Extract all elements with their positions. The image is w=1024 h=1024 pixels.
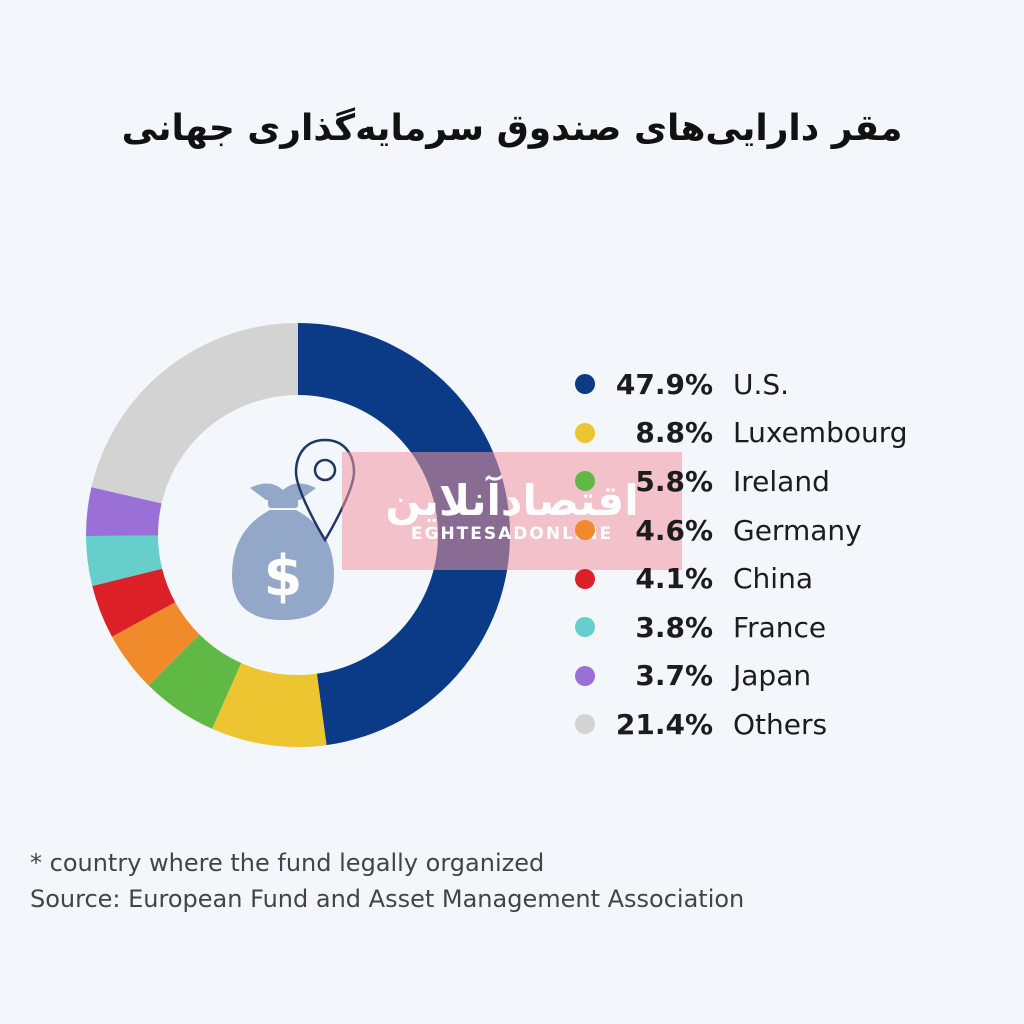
legend: 47.9% U.S. 8.8% Luxembourg 5.8% Ireland 4.6% Ge… (575, 360, 908, 749)
legend-dot (575, 471, 595, 492)
donut-slice-china (92, 568, 176, 637)
donut-slice-ireland (148, 634, 242, 729)
money-bag-icon: $ (232, 483, 334, 620)
donut-slice-japan (86, 487, 162, 536)
legend-label: France (733, 610, 827, 644)
legend-value: 5.8% (635, 464, 713, 498)
legend-value: 21.4% (615, 707, 713, 741)
legend-dot (575, 568, 595, 589)
legend-item: 21.4% Others (575, 700, 908, 749)
legend-dot (575, 422, 595, 443)
legend-value: 3.7% (635, 659, 713, 693)
legend-label: Germany (733, 513, 862, 547)
legend-dot (575, 374, 595, 395)
legend-value: 4.6% (635, 513, 713, 547)
legend-item: 3.7% Japan (575, 652, 908, 701)
legend-dot (575, 665, 595, 686)
legend-value: 47.9% (615, 367, 713, 401)
footnote-source: Source: European Fund and Asset Manageme… (30, 885, 745, 913)
legend-label: Japan (733, 659, 812, 693)
footnote-note: * country where the fund legally organiz… (30, 849, 545, 877)
legend-item: 5.8% Ireland (575, 457, 908, 506)
watermark-text: اقتصادآنلاین (385, 476, 639, 525)
donut-slices (86, 323, 510, 747)
chart-title: مقر دارایی‌های صندوق سرمایه‌گذاری جهانی (121, 108, 903, 149)
legend-item: 4.6% Germany (575, 506, 908, 555)
legend-item: 47.9% U.S. (575, 360, 908, 409)
legend-label: China (733, 562, 813, 596)
donut-slice-france (86, 535, 163, 587)
footnote: * country where the fund legally organiz… (30, 845, 744, 917)
legend-label: U.S. (733, 367, 790, 401)
donut-slice-luxembourg (212, 662, 327, 747)
watermark: اقتصادآنلاین EGHTESADONLINE (342, 452, 682, 570)
legend-dot (575, 520, 595, 541)
donut-slice-germany (112, 602, 200, 686)
legend-dot (575, 714, 595, 735)
legend-label: Luxembourg (733, 416, 908, 450)
legend-item: 3.8% France (575, 603, 908, 652)
legend-value: 8.8% (635, 416, 713, 450)
legend-value: 3.8% (635, 610, 713, 644)
watermark-subtext: EGHTESADONLINE (410, 524, 614, 544)
legend-label: Others (733, 707, 828, 741)
legend-value: 4.1% (635, 562, 713, 596)
legend-item: 4.1% China (575, 554, 908, 603)
legend-item: 8.8% Luxembourg (575, 409, 908, 458)
donut-slice-others (91, 323, 298, 504)
donut-slice-u-s (298, 323, 510, 746)
svg-text:$: $ (264, 544, 303, 609)
legend-label: Ireland (733, 464, 830, 498)
legend-dot (575, 617, 595, 638)
